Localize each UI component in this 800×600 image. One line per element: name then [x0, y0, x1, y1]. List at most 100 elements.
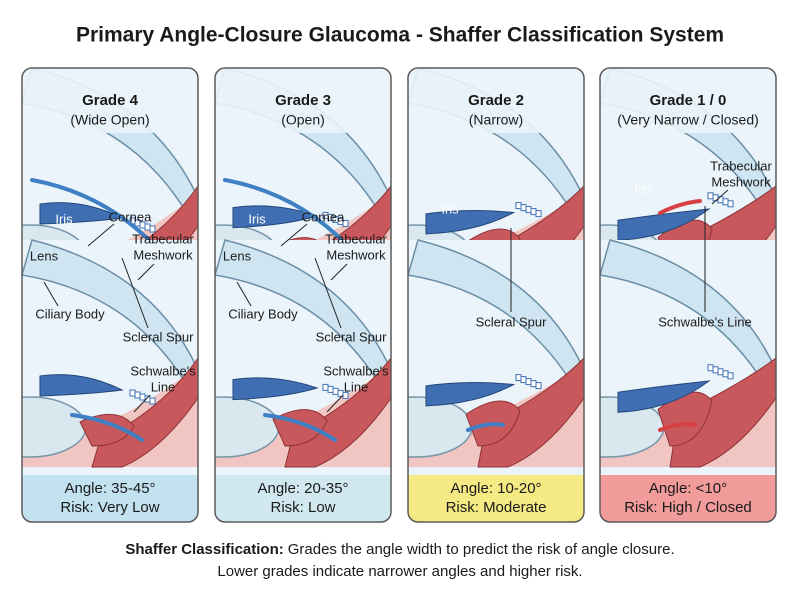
panel-border — [599, 67, 777, 523]
footer-band — [215, 475, 391, 522]
trabecular-meshwork — [535, 210, 542, 218]
flow-arrow — [223, 178, 347, 245]
label: Schwalbe's Line — [658, 314, 752, 329]
grade: Grade 4 — [82, 92, 139, 109]
panel-content — [408, 68, 584, 522]
footer-band — [408, 475, 584, 522]
flow-arrow — [658, 422, 697, 432]
eye-bottom — [22, 239, 198, 475]
angle: Angle: 10-20° — [450, 480, 541, 497]
label: Iris — [441, 201, 459, 216]
risk: Risk: High / Closed — [624, 499, 752, 516]
cornea — [215, 239, 391, 406]
risk: Risk: Moderate — [446, 499, 547, 516]
panel-content — [215, 68, 391, 522]
grade-subtitle: (Very Narrow / Closed) — [617, 112, 759, 128]
header-bg — [22, 68, 198, 133]
flow-arrow — [263, 413, 337, 442]
flow-arrow — [658, 199, 702, 215]
label: Iris — [55, 211, 73, 226]
label: Ciliary Body — [35, 306, 105, 321]
caption-line2: Lower grades indicate narrower angles an… — [217, 563, 582, 580]
trabecular-meshwork — [144, 223, 151, 231]
label: Trabecular — [132, 231, 194, 246]
leader-line — [87, 223, 115, 247]
iris — [39, 374, 124, 397]
cornea — [408, 239, 584, 406]
header-bg — [408, 68, 584, 133]
panel: Grade 4 (Wide Open) Cornea TrabecularMeshwo… — [21, 67, 199, 523]
ciliary-body — [79, 414, 135, 447]
flow-arrow — [70, 413, 144, 442]
panel-border — [407, 67, 585, 523]
flow-arrow — [30, 178, 154, 245]
label: Scleral Spur — [316, 329, 387, 344]
footer-band — [600, 475, 776, 522]
risk: Risk: Very Low — [60, 499, 159, 516]
panel: Grade 1 / 0 (Very Narrow / Closed) Trabecu… — [599, 67, 777, 523]
trabecular-meshwork — [139, 393, 146, 401]
trabecular-meshwork — [332, 387, 339, 395]
label: Trabecular — [325, 231, 387, 246]
trabecular-meshwork — [515, 374, 522, 382]
trabecular-meshwork — [134, 391, 141, 399]
trabecular-meshwork — [722, 198, 729, 206]
trabecular-meshwork — [149, 225, 156, 233]
leader-line — [121, 257, 149, 329]
label: Iris — [248, 211, 266, 226]
caption-text: Grades the angle width to predict the ri… — [288, 541, 675, 558]
label: Iris — [634, 181, 652, 196]
label: Ciliary Body — [228, 306, 298, 321]
leader-line — [133, 394, 151, 413]
label: Meshwork — [711, 174, 771, 189]
trabecular-meshwork — [129, 389, 136, 397]
eye-bottom — [408, 239, 584, 475]
trabecular-meshwork — [530, 380, 537, 388]
iris — [425, 210, 516, 235]
leader-line — [236, 281, 252, 307]
iris — [617, 380, 711, 413]
leader-line — [330, 263, 348, 281]
trabecular-meshwork — [717, 368, 724, 376]
trabecular-meshwork — [535, 382, 542, 390]
label: Cornea — [302, 209, 345, 224]
grade: Grade 1 / 0 — [650, 92, 727, 109]
grade: Grade 2 — [468, 92, 524, 109]
iris — [425, 382, 516, 407]
label: Cornea — [109, 209, 152, 224]
trabecular-meshwork — [149, 397, 156, 405]
label: Line — [151, 379, 176, 394]
trabecular-meshwork — [722, 370, 729, 378]
leader-line — [326, 394, 344, 413]
panel-border — [214, 67, 392, 523]
label: Schwalbe's — [323, 363, 389, 378]
risk: Risk: Low — [270, 499, 335, 516]
trabecular-meshwork — [520, 204, 527, 212]
leader-line — [137, 263, 155, 281]
label: Schwalbe's — [130, 363, 196, 378]
panels: Grade 4(Wide Open)CorneaTrabecularMeshwo… — [21, 67, 777, 523]
iris — [617, 208, 711, 241]
label: Lens — [223, 248, 252, 263]
cornea — [22, 239, 198, 406]
angle: Angle: <10° — [649, 480, 727, 497]
trabecular-meshwork — [322, 383, 329, 391]
label: Line — [344, 379, 369, 394]
grade-subtitle: (Open) — [281, 112, 325, 128]
trabecular-meshwork — [520, 376, 527, 384]
trabecular-meshwork — [515, 202, 522, 210]
leader-line — [280, 223, 308, 247]
caption-bold: Shaffer Classification: — [125, 541, 283, 558]
panel: Grade 2 (Narrow) Iris Scleral Spur Angle: 10… — [407, 67, 585, 523]
label: Meshwork — [133, 247, 193, 262]
label: Meshwork — [326, 247, 386, 262]
panel-content — [22, 68, 198, 522]
header-bg — [600, 68, 776, 133]
eye-bottom — [600, 239, 776, 475]
angle: Angle: 35-45° — [64, 480, 155, 497]
trabecular-meshwork — [707, 364, 714, 372]
trabecular-meshwork — [712, 366, 719, 374]
trabecular-meshwork — [727, 200, 734, 208]
